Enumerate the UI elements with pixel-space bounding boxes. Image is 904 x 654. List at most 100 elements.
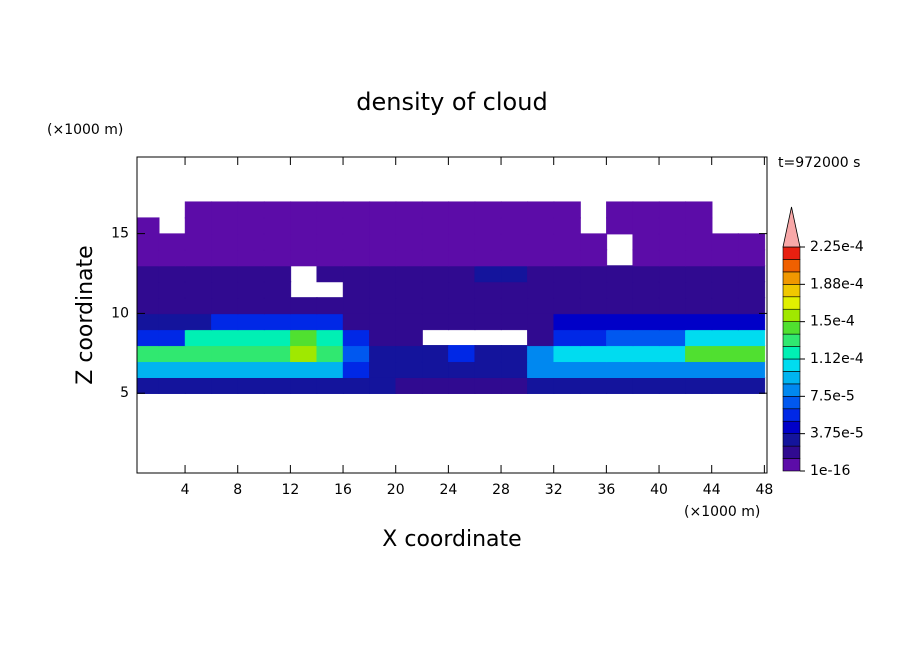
contour-cell xyxy=(421,345,450,363)
contour-cell xyxy=(237,201,265,219)
contour-cell xyxy=(316,297,344,315)
contour-cell xyxy=(711,297,739,315)
contour-cell xyxy=(685,329,713,347)
contour-cell xyxy=(658,233,687,251)
contour-cell xyxy=(553,345,581,363)
contour-cell xyxy=(658,281,687,299)
contour-cell xyxy=(527,345,555,363)
contour-cell xyxy=(158,313,186,331)
contour-cell xyxy=(632,201,660,219)
x-tick-label: 36 xyxy=(597,482,615,498)
contour-cell xyxy=(158,361,186,378)
contour-cell xyxy=(369,281,397,299)
contour-cell xyxy=(290,361,318,378)
contour-cell xyxy=(211,249,239,267)
contour-cell xyxy=(158,345,186,363)
contour-cell xyxy=(395,297,423,315)
contour-cell xyxy=(290,233,318,251)
contour-cell xyxy=(553,329,581,347)
contour-cell xyxy=(658,361,687,378)
contour-cell xyxy=(658,265,687,283)
contour-cell xyxy=(500,297,529,315)
contour-cell xyxy=(579,265,608,283)
contour-cell xyxy=(290,329,318,347)
contour-cell xyxy=(711,233,739,251)
contour-cell xyxy=(211,297,239,315)
contour-cell xyxy=(474,345,502,363)
contour-cell xyxy=(184,201,213,219)
contour-cell xyxy=(606,265,634,283)
contour-cell xyxy=(527,376,555,394)
contour-cell xyxy=(316,329,344,347)
contour-cell xyxy=(527,297,555,315)
contour-cell xyxy=(579,345,608,363)
contour-cell xyxy=(500,345,529,363)
contour-cell xyxy=(632,345,660,363)
contour-cell xyxy=(606,201,634,219)
contour-cell xyxy=(448,297,476,315)
contour-cell xyxy=(685,281,713,299)
contour-cell xyxy=(658,329,687,347)
contour-cell xyxy=(342,233,371,251)
contour-cell xyxy=(685,217,713,235)
contour-cell xyxy=(316,217,344,235)
contour-cell xyxy=(658,345,687,363)
colorbar-band xyxy=(782,408,801,422)
annotation: t=972000 s xyxy=(778,155,860,171)
y-tick-label: 5 xyxy=(120,385,129,401)
contour-cell xyxy=(136,345,160,363)
contour-cell xyxy=(211,361,239,378)
contour-cell xyxy=(579,297,608,315)
contour-cell xyxy=(263,281,292,299)
contour-cell xyxy=(136,297,160,315)
x-tick-label: 48 xyxy=(755,482,773,498)
contour-cell xyxy=(237,313,265,331)
contour-cell xyxy=(136,361,160,378)
colorbar-band xyxy=(782,321,801,335)
contour-cell xyxy=(474,313,502,331)
contour-cell xyxy=(737,233,766,251)
contour-cell xyxy=(527,217,555,235)
contour-cell xyxy=(579,329,608,347)
contour-cell xyxy=(500,233,529,251)
contour-cell xyxy=(369,313,397,331)
contour-cell xyxy=(527,281,555,299)
chart-title: density of cloud xyxy=(356,88,547,116)
colorbar-band xyxy=(782,308,801,322)
contour-cell xyxy=(369,265,397,283)
contour-cell xyxy=(421,201,450,219)
contour-cell xyxy=(685,265,713,283)
contour-cell xyxy=(290,345,318,363)
x-tick-label: 44 xyxy=(703,482,721,498)
contour-field xyxy=(136,201,766,394)
contour-cell xyxy=(500,313,529,331)
contour-cell xyxy=(500,376,529,394)
contour-cell xyxy=(737,345,766,363)
contour-cell xyxy=(237,265,265,283)
contour-cell xyxy=(136,217,160,235)
colorbar-band xyxy=(782,333,801,347)
contour-cell xyxy=(500,265,529,283)
contour-cell xyxy=(316,249,344,267)
contour-cell xyxy=(632,297,660,315)
contour-cell xyxy=(448,281,476,299)
colorbar-band xyxy=(782,420,801,434)
contour-cell xyxy=(342,297,371,315)
contour-cell xyxy=(237,217,265,235)
contour-cell xyxy=(263,361,292,378)
contour-cell xyxy=(184,376,213,394)
contour-cell xyxy=(658,313,687,331)
contour-cell xyxy=(263,265,292,283)
contour-cell xyxy=(316,313,344,331)
contour-cell xyxy=(237,281,265,299)
contour-cell xyxy=(290,313,318,331)
contour-cell xyxy=(263,329,292,347)
contour-cell xyxy=(711,376,739,394)
colorbar-extend xyxy=(782,206,801,248)
contour-cell xyxy=(474,361,502,378)
contour-cell xyxy=(632,376,660,394)
colorbar-band xyxy=(782,284,801,298)
contour-cell xyxy=(658,217,687,235)
contour-cell xyxy=(448,345,476,363)
